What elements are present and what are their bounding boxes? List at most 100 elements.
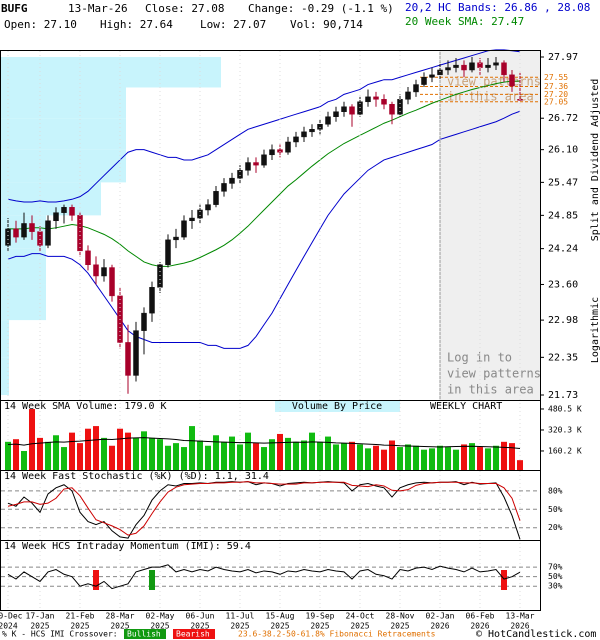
y-tick-label: 160.2 K	[548, 446, 582, 455]
y-tick-label: 70%	[548, 563, 563, 572]
fibonacci-legend: 23.6-38.2-50-61.8% Fibonacci Retracement…	[238, 630, 436, 639]
volume-bar	[309, 432, 315, 470]
pattern-note: Log in to	[447, 351, 512, 365]
candle-body	[165, 239, 171, 266]
candle-body	[229, 177, 235, 184]
candle-body	[189, 217, 195, 222]
x-tick-label: 21-Feb	[66, 612, 95, 621]
volume-bar	[357, 444, 363, 470]
volume-sma	[7, 437, 521, 449]
volume-bar	[317, 441, 323, 470]
open: Open: 27.10	[4, 18, 77, 31]
volume-by-price-label: Volume By Price	[292, 401, 382, 412]
x-tick-year: 2025	[150, 622, 169, 631]
volume-bar	[125, 432, 131, 470]
volume-bar	[517, 460, 523, 470]
symbol: BUFG	[1, 2, 28, 15]
volume-bar	[397, 447, 403, 470]
candle-body	[301, 131, 307, 138]
x-tick-year: 2024	[0, 622, 18, 631]
volume-bar	[389, 440, 395, 470]
candle-body	[341, 106, 347, 112]
volume-bar	[77, 443, 83, 470]
bullish-swatch	[124, 629, 166, 639]
x-tick-label: 15-Aug	[266, 612, 295, 621]
volume-bar	[133, 437, 139, 470]
volume-bar	[165, 445, 171, 470]
volume-bar	[485, 448, 491, 470]
candle-body	[61, 207, 67, 213]
date: 13-Mar-26	[68, 2, 128, 15]
volume-bar	[45, 441, 51, 470]
candle-body	[93, 264, 99, 277]
candle-body	[101, 267, 107, 277]
panel-label: WEEKLY CHART	[430, 401, 502, 412]
y-tick-label: 22.98	[548, 315, 578, 326]
volume-bar	[509, 443, 515, 470]
volume-bar	[413, 445, 419, 470]
x-tick-label: 20-Dec	[0, 612, 23, 621]
candle-body	[309, 129, 315, 133]
candle-body	[5, 228, 11, 246]
volume-bar	[93, 426, 99, 470]
indicator-line	[7, 564, 521, 590]
candle-body	[365, 96, 371, 103]
volume-bar	[285, 437, 291, 470]
volume-bar	[109, 445, 115, 470]
volume-bar	[453, 449, 459, 470]
candle-body	[213, 191, 219, 205]
bearish-crossover	[501, 570, 507, 590]
y-tick-label: 23.60	[548, 279, 578, 290]
volume-bar	[237, 444, 243, 470]
candle-body	[349, 106, 355, 115]
legend-entry: 20,2 HC Bands: 26.86 , 28.08	[405, 1, 590, 14]
volume-bar	[405, 444, 411, 470]
x-tick-year: 2025	[230, 622, 249, 631]
x-tick-label: 13-Mar	[506, 612, 535, 621]
volume-bar	[221, 441, 227, 470]
y-tick-label: 24.24	[548, 244, 578, 255]
volume-by-price-bar	[1, 284, 46, 321]
candle-body	[405, 91, 411, 100]
volume-bar	[197, 440, 203, 470]
y-tick-label: 30%	[548, 582, 563, 591]
volume-bar	[101, 437, 107, 470]
x-tick-label: 17-Jan	[26, 612, 55, 621]
volume-bar	[349, 441, 355, 470]
candle-body	[221, 183, 227, 192]
panel-title: 14 Week Fast Stochastic (%K) (%D): 1.1, …	[4, 471, 269, 482]
candle-body	[453, 64, 459, 68]
volume-bar	[181, 447, 187, 470]
volume-bar	[157, 439, 163, 470]
x-tick-year: 2025	[30, 622, 49, 631]
candle-body	[429, 74, 435, 78]
y-tick-label: 27.97	[548, 52, 578, 63]
volume-bar	[493, 445, 499, 470]
candle-body	[389, 104, 395, 115]
volume-by-price-bar	[1, 320, 9, 358]
volume-bar	[117, 428, 123, 470]
side-label: Split and Dividend Adjusted	[590, 79, 600, 242]
candle-body	[245, 162, 251, 171]
x-tick-year: 2026	[430, 622, 449, 631]
volume-by-price-label-bg	[275, 401, 400, 412]
imi-panel	[0, 540, 541, 611]
volume-by-price-bar	[1, 248, 46, 285]
crossover-legend: % K - HCS IMI Crossover:	[2, 630, 118, 639]
volume-bar	[245, 432, 251, 470]
volume-bar	[341, 443, 347, 470]
volume-bar	[261, 447, 267, 470]
x-tick-label: 19-Sep	[306, 612, 335, 621]
x-tick-year: 2026	[470, 622, 489, 631]
x-tick-year: 2025	[270, 622, 289, 631]
pattern-note: in this area	[447, 383, 534, 397]
volume-bar	[21, 450, 27, 470]
candle-body	[21, 223, 27, 238]
candle-body	[109, 267, 115, 297]
y-tick-label: 50%	[548, 572, 563, 581]
candle-body	[277, 149, 283, 153]
credit: © HotCandlestick.com	[476, 629, 596, 640]
candle-body	[77, 215, 83, 252]
candle-body	[381, 99, 387, 105]
